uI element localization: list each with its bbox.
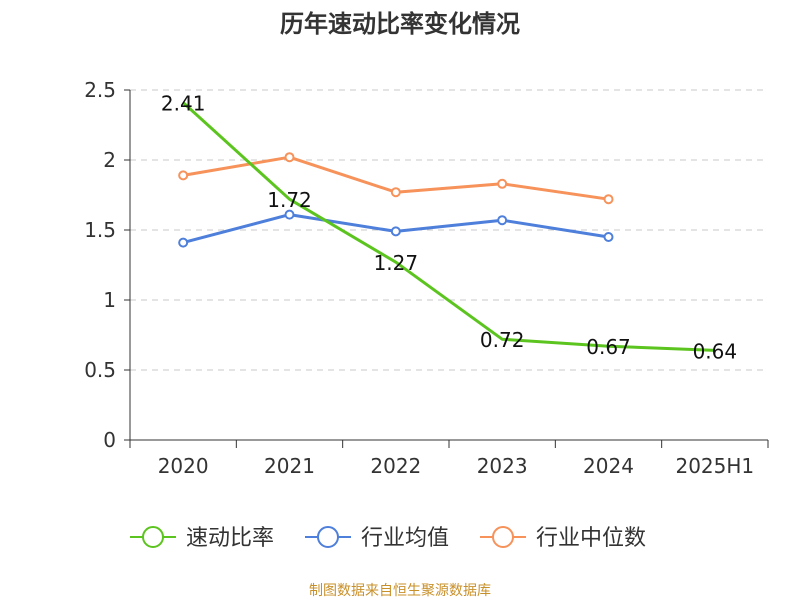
data-point	[284, 152, 295, 163]
data-labels: 2.41 1.72 1.27 0.72 0.67 0.64	[161, 92, 737, 364]
x-tick-label: 2022	[370, 454, 421, 478]
data-label: 1.72	[267, 188, 312, 212]
x-tick-label: 2021	[264, 454, 315, 478]
y-tick-label: 1	[103, 288, 116, 312]
data-point	[178, 170, 189, 181]
data-point	[603, 194, 614, 205]
series-line-0	[182, 101, 715, 352]
chart-title: 历年速动比率变化情况	[280, 10, 520, 38]
series-lines	[178, 101, 715, 352]
data-label: 1.27	[374, 251, 419, 275]
data-point	[178, 237, 189, 248]
legend-marker	[142, 526, 164, 548]
y-tick-label: 2.5	[84, 78, 116, 102]
legend-item-1: 行业均值	[305, 526, 449, 551]
data-point	[497, 215, 508, 226]
legend: 速动比率 行业均值 行业中位数	[130, 526, 646, 551]
data-point	[603, 232, 614, 242]
legend-label: 行业中位数	[536, 526, 646, 551]
y-tick-label: 0	[103, 428, 116, 452]
x-tick-label: 2024	[583, 454, 634, 478]
y-tick-label: 0.5	[84, 358, 116, 382]
x-tick-label: 2020	[158, 454, 209, 478]
data-label: 0.72	[480, 328, 525, 352]
y-tick-label: 1.5	[84, 218, 116, 242]
y-tick-label: 2	[103, 148, 116, 172]
legend-item-2: 行业中位数	[480, 526, 646, 551]
data-point	[390, 226, 401, 237]
data-label: 2.41	[161, 92, 206, 116]
x-tick-label: 2025H1	[675, 454, 754, 478]
legend-marker	[492, 526, 514, 548]
data-label: 0.67	[586, 335, 631, 359]
source-note: 制图数据来自恒生聚源数据库	[309, 583, 491, 599]
data-point	[390, 187, 401, 198]
data-point	[497, 178, 508, 189]
data-label: 0.64	[693, 339, 738, 363]
legend-label: 速动比率	[186, 526, 274, 551]
legend-label: 行业均值	[361, 526, 449, 551]
legend-item-0: 速动比率	[130, 526, 274, 551]
legend-marker	[317, 526, 339, 548]
x-tick-label: 2023	[477, 454, 528, 478]
data-point	[284, 209, 295, 220]
axes: 0 0.5 1 1.5 2 2.5 2020 2021 2022 2023 2024 2025H1	[84, 78, 769, 478]
